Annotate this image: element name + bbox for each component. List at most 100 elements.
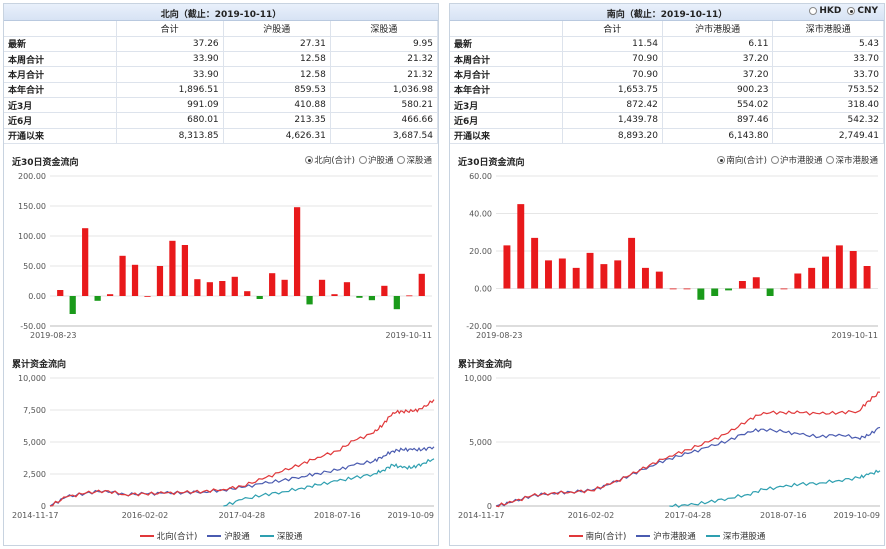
north-flow-option[interactable]: 北向(合计) (305, 154, 355, 166)
south-flow-option[interactable]: 南向(合计) (717, 154, 767, 166)
south-daily-bar[interactable] (863, 266, 871, 289)
south-daily-bar[interactable] (531, 237, 539, 289)
north-cum-ytick-label: 7,500 (23, 406, 46, 415)
south-daily-bar[interactable] (725, 288, 733, 291)
south-daily-bar[interactable] (766, 288, 774, 297)
north-daily-bar[interactable] (281, 279, 288, 296)
north-daily-bar[interactable] (119, 255, 126, 296)
south-legend-item[interactable]: 深市港股通 (705, 530, 765, 542)
north-cum-legend: 北向(合计) 沪股通 深股通 (4, 530, 438, 542)
south-daily-bar[interactable] (808, 267, 816, 289)
north-daily-x-start-label: 2019-08-23 (30, 331, 77, 340)
north-flow-options: 北向(合计) 沪股通 深股通 (305, 154, 432, 166)
north-daily-bar[interactable] (231, 276, 238, 296)
legend-line-icon (207, 535, 222, 537)
south-flow-option[interactable]: 深市港股通 (826, 154, 878, 166)
north-cum-ytick-label: 0 (41, 502, 46, 511)
south-legend-item[interactable]: 南向(合计) (568, 530, 626, 542)
north-legend-item[interactable]: 深股通 (259, 530, 302, 542)
north-legend-item[interactable]: 北向(合计) (139, 530, 197, 542)
south-daily-bar[interactable] (600, 264, 608, 289)
south-cum-xtick-label: 2018-07-16 (760, 511, 807, 520)
north-daily-bar[interactable] (368, 296, 376, 301)
northbound-panel: 北向（截止：2019-10-11） 合计 沪股通 深股通 最新 37.26 27.31 9.… (3, 3, 439, 546)
north-daily-bar[interactable] (244, 291, 251, 296)
north-flow-option[interactable]: 沪股通 (358, 154, 393, 166)
north-daily-bar[interactable] (418, 273, 425, 296)
radio-icon (305, 156, 314, 164)
north-legend-item[interactable]: 沪股通 (207, 530, 250, 542)
south-cum-xtick-label: 2016-02-02 (568, 511, 615, 520)
north-cell: 580.21 (330, 97, 439, 114)
north-daily-bar[interactable] (169, 240, 176, 296)
south-cell: 1,439.78 (562, 112, 663, 129)
north-daily-bar[interactable] (343, 282, 351, 296)
north-daily-bar[interactable] (256, 296, 263, 299)
currency-hkd-radio[interactable]: HKD (809, 6, 841, 16)
north-cum-ytick-label: 10,000 (18, 374, 46, 383)
north-cell: 37.26 (116, 36, 224, 53)
north-daily-bar[interactable] (94, 296, 101, 301)
south-daily-bar[interactable] (628, 237, 636, 289)
south-cum-ytick-label: 5,000 (469, 438, 492, 447)
south-daily-bar[interactable] (697, 288, 705, 300)
north-daily-bar[interactable] (406, 295, 413, 297)
north-cum-series-line[interactable] (49, 446, 435, 507)
south-daily-bar[interactable] (641, 267, 649, 289)
north-flow-option[interactable]: 深股通 (397, 154, 432, 166)
north-row: 近3月 991.09 410.88 580.21 (4, 97, 439, 114)
south-daily-bar[interactable] (669, 288, 677, 290)
currency-cny-radio[interactable]: CNY (847, 6, 878, 16)
north-daily-bar[interactable] (331, 294, 338, 296)
north-daily-bar[interactable] (381, 285, 388, 296)
south-daily-bar[interactable] (586, 252, 594, 289)
north-daily-bar[interactable] (106, 294, 114, 296)
north-daily-bar[interactable] (156, 266, 164, 296)
south-daily-bar[interactable] (655, 271, 663, 289)
south-daily-bar[interactable] (545, 260, 552, 289)
south-daily-bar[interactable] (503, 245, 511, 289)
north-cum-series-line[interactable] (49, 399, 435, 507)
north-daily-bar[interactable] (131, 264, 139, 296)
north-daily-bar[interactable] (293, 207, 301, 296)
north-cum-series-line[interactable] (223, 458, 435, 507)
south-cum-series-line[interactable] (495, 391, 881, 508)
north-daily-bar[interactable] (82, 228, 89, 296)
north-cell: 8,313.85 (116, 128, 224, 144)
north-daily-bar[interactable] (356, 296, 363, 298)
north-cell: 680.01 (116, 112, 224, 129)
south-daily-bar[interactable] (794, 273, 802, 289)
legend-line-icon (139, 535, 154, 537)
south-daily-bar[interactable] (711, 288, 719, 297)
north-daily-bar[interactable] (206, 282, 213, 296)
north-daily-bar[interactable] (306, 296, 313, 305)
north-daily-bar[interactable] (144, 296, 151, 297)
south-daily-bar[interactable] (683, 288, 691, 290)
north-daily-bar[interactable] (69, 296, 76, 314)
south-daily-bar[interactable] (572, 267, 580, 289)
south-daily-bar[interactable] (849, 251, 857, 289)
north-cell: 3,687.54 (330, 128, 439, 144)
north-daily-bar[interactable] (318, 279, 326, 296)
south-cum-series-line[interactable] (669, 469, 881, 508)
south-daily-bar[interactable] (822, 256, 829, 289)
north-cell: 12.58 (223, 51, 331, 68)
north-daily-bar[interactable] (57, 290, 64, 296)
south-daily-bar[interactable] (558, 258, 566, 289)
south-cell: 11.54 (562, 36, 663, 53)
north-daily-ytick-label: 200.00 (18, 172, 46, 181)
south-daily-bar[interactable] (614, 260, 622, 289)
south-daily-bar[interactable] (835, 245, 843, 289)
south-cum-series-line[interactable] (495, 426, 881, 507)
south-flow-option[interactable]: 沪市港股通 (770, 154, 822, 166)
north-daily-bar[interactable] (194, 279, 201, 296)
north-daily-bar[interactable] (181, 245, 189, 296)
south-daily-bar[interactable] (738, 281, 746, 289)
north-daily-bar[interactable] (393, 296, 400, 310)
north-daily-bar[interactable] (219, 281, 226, 296)
south-daily-bar[interactable] (752, 277, 760, 289)
south-daily-bar[interactable] (780, 288, 788, 290)
south-legend-item[interactable]: 沪市港股通 (636, 530, 696, 542)
north-daily-bar[interactable] (269, 273, 276, 296)
south-daily-bar[interactable] (517, 204, 525, 289)
